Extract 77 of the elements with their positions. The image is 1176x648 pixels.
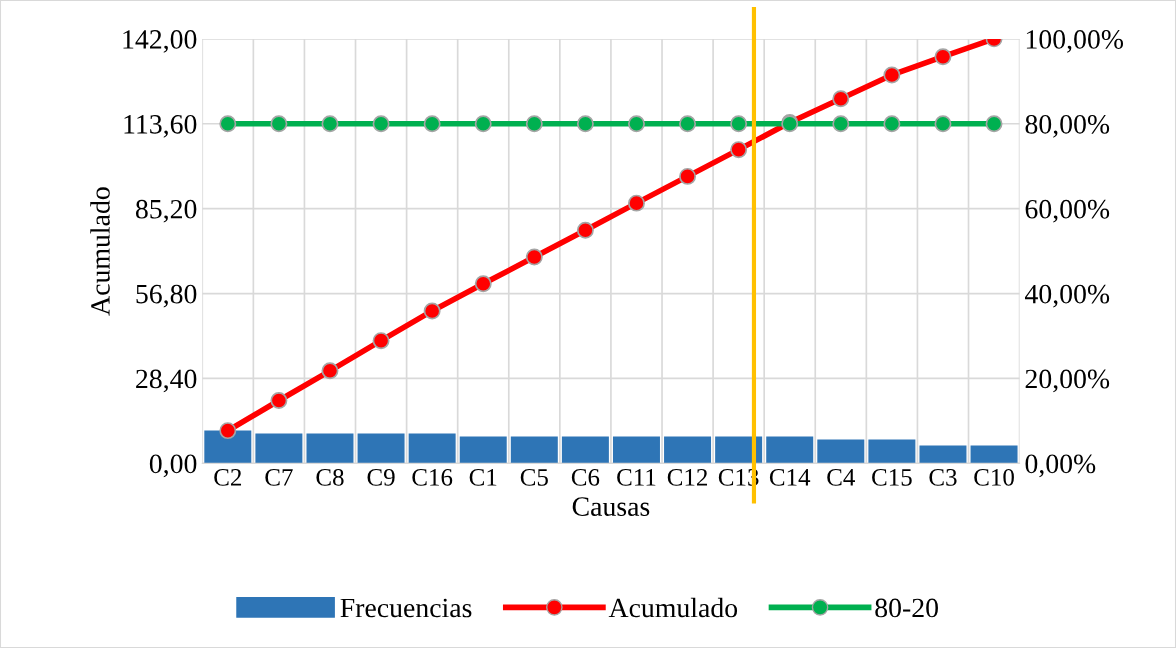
- bar: [868, 439, 916, 464]
- point: [730, 141, 748, 159]
- bar: [510, 436, 558, 464]
- bar: [664, 436, 712, 464]
- y-tick-label: 113,60: [124, 114, 197, 138]
- point: [576, 115, 594, 133]
- point: [219, 115, 237, 133]
- bar: [561, 436, 609, 464]
- y-tick-label: 142,00: [123, 30, 197, 53]
- bar: [408, 433, 456, 464]
- x-tick-label: C11: [617, 468, 656, 486]
- point: [883, 66, 901, 84]
- x-tick-label: C12: [667, 468, 708, 486]
- point: [883, 115, 901, 133]
- point: [627, 115, 645, 133]
- y2-tick-label: 40,00%: [1025, 284, 1110, 308]
- point: [423, 302, 441, 320]
- x-tick-label: C3: [929, 468, 957, 486]
- point: [679, 115, 697, 133]
- point: [832, 115, 850, 133]
- bar: [357, 433, 405, 464]
- y-tick-label: 28,40: [136, 369, 197, 393]
- x-tick-label: C7: [265, 468, 293, 486]
- point: [832, 90, 850, 108]
- bar: [255, 433, 303, 464]
- x-tick-label: C5: [520, 468, 548, 486]
- y-tick-label: 85,20: [135, 199, 197, 223]
- x-tick-label: C10: [974, 468, 1014, 486]
- y-tick-label: 0,00: [149, 454, 197, 478]
- x-tick-label: C14: [769, 468, 811, 486]
- y2-tick-label: 80,00%: [1025, 114, 1110, 138]
- bar: [817, 439, 865, 464]
- legend-label: Acumulado: [608, 597, 738, 618]
- point: [627, 194, 645, 212]
- bar: [306, 433, 354, 464]
- point: [679, 167, 697, 185]
- point: [321, 115, 339, 133]
- point: [372, 332, 390, 350]
- y2-tick-label: 100,00%: [1026, 30, 1124, 53]
- x-tick-label: C1: [469, 468, 497, 486]
- point: [372, 115, 390, 133]
- x-tick-label: C6: [571, 468, 600, 486]
- x-tick-label: C9: [367, 468, 395, 486]
- y-axis-title: Acumulado: [90, 187, 110, 316]
- point: [474, 115, 492, 133]
- x-tick-label: C16: [412, 468, 453, 486]
- bar: [204, 430, 252, 464]
- bar: [715, 436, 763, 464]
- point: [423, 115, 441, 133]
- point: [525, 248, 543, 266]
- point: [525, 115, 543, 133]
- point: [730, 115, 748, 133]
- bar: [766, 436, 814, 464]
- y2-tick-label: 20,00%: [1025, 369, 1110, 393]
- point: [985, 115, 1003, 133]
- point: [576, 221, 594, 239]
- x-tick-label: C4: [827, 468, 855, 486]
- bar: [459, 436, 507, 464]
- point: [270, 115, 288, 133]
- point: [219, 422, 237, 440]
- point: [321, 362, 339, 380]
- point: [934, 115, 952, 133]
- y-tick-label: 56,80: [136, 284, 197, 308]
- x-tick-label: C15: [872, 468, 912, 486]
- point: [270, 392, 288, 409]
- point: [934, 48, 952, 66]
- x-tick-label: C2: [214, 468, 242, 486]
- bar: [919, 445, 967, 464]
- bar: [612, 436, 660, 464]
- point: [474, 275, 492, 293]
- x-tick-label: C8: [316, 468, 344, 486]
- bar: [970, 445, 1018, 464]
- y2-tick-label: 60,00%: [1025, 199, 1110, 223]
- legend-label: 80-20: [875, 598, 938, 618]
- y2-tick-label: 0,00%: [1025, 454, 1096, 478]
- x-axis-title: Causas: [572, 497, 650, 516]
- legend-label: Frecuencias: [340, 598, 472, 618]
